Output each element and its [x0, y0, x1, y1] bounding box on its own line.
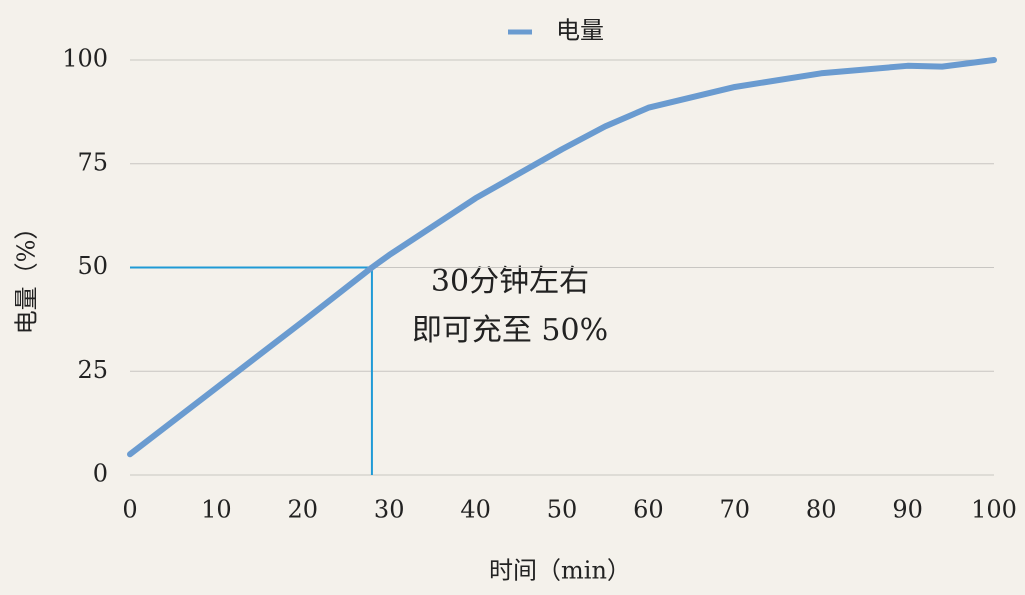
y-tick-label: 0	[93, 460, 108, 488]
x-tick-label: 40	[460, 496, 491, 524]
x-tick-label: 70	[720, 496, 751, 524]
legend-label: 电量	[556, 17, 604, 45]
x-tick-label: 60	[633, 496, 664, 524]
x-tick-label: 20	[288, 496, 319, 524]
y-tick-label: 75	[77, 148, 108, 176]
y-axis-label: 电量（%）	[13, 216, 41, 335]
data-line	[127, 57, 997, 458]
x-tick-label: 0	[122, 496, 137, 524]
x-tick-label: 10	[201, 496, 232, 524]
y-tick-label: 25	[77, 356, 108, 384]
annotation: 30分钟左右	[431, 264, 589, 299]
annotation: 即可充至 50%	[412, 313, 608, 348]
y-tick-label: 100	[62, 45, 108, 73]
x-axis-label: 时间（min）	[489, 557, 631, 585]
x-tick-label: 90	[892, 496, 923, 524]
x-tick-label: 50	[547, 496, 578, 524]
x-tick-label: 30	[374, 496, 405, 524]
y-tick-label: 50	[77, 252, 108, 280]
x-tick-label: 100	[971, 496, 1017, 524]
x-tick-label: 80	[806, 496, 837, 524]
